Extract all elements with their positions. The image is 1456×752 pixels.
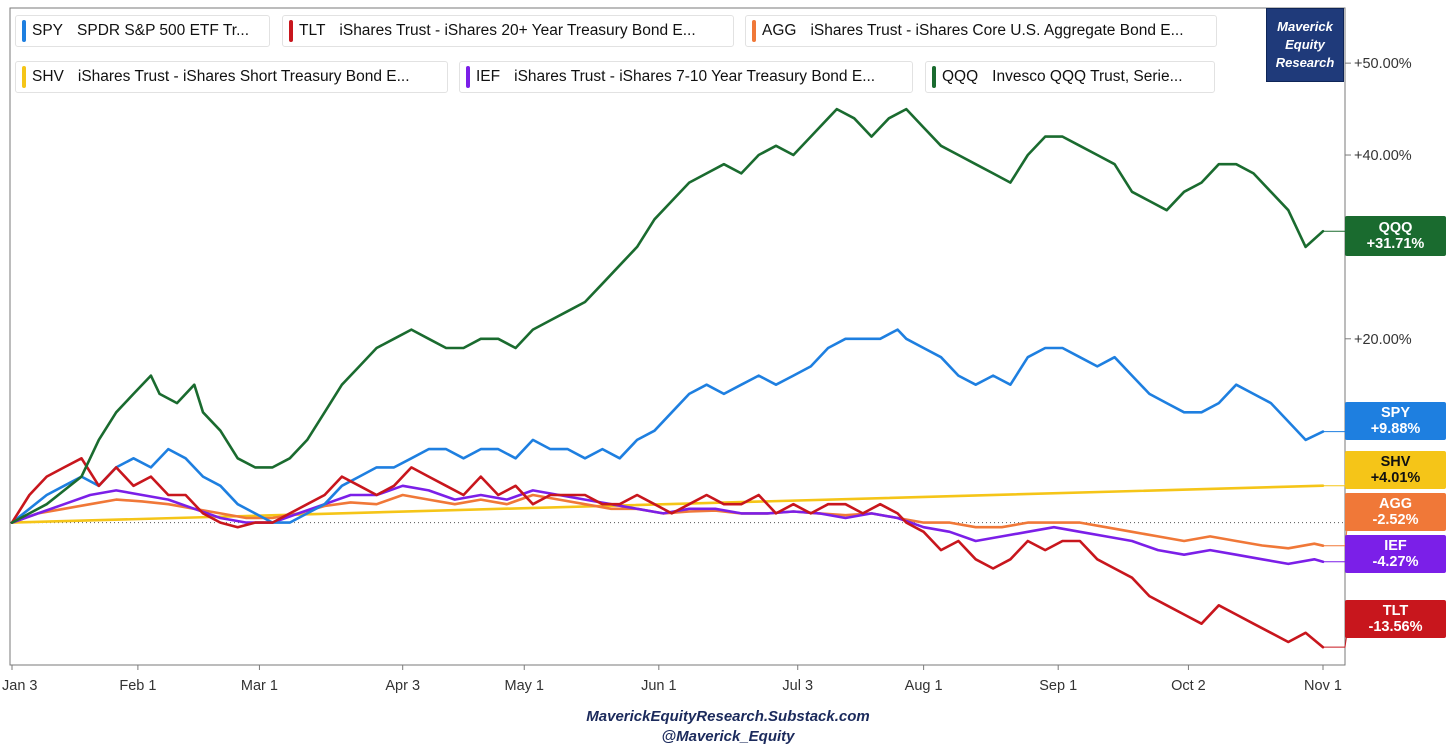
- end-label-symbol: QQQ: [1378, 220, 1413, 236]
- x-tick-label: Oct 2: [1171, 678, 1206, 694]
- end-label-value: -2.52%: [1372, 512, 1419, 528]
- legend-name: iShares Trust - iShares 20+ Year Treasur…: [339, 22, 696, 39]
- plot-frame: [9, 7, 1346, 666]
- legend-item-tlt[interactable]: TLT iShares Trust - iShares 20+ Year Trea…: [282, 15, 734, 47]
- legend-symbol: AGG: [762, 22, 797, 39]
- x-tick-label: Feb 1: [119, 678, 156, 694]
- x-tick-label: Sep 1: [1039, 678, 1077, 694]
- x-tick-label: Nov 1: [1304, 678, 1342, 694]
- legend-swatch: [752, 20, 756, 42]
- y-tick-label: +40.00%: [1354, 148, 1412, 164]
- end-label-value: -13.56%: [1368, 619, 1423, 635]
- logo-line-3: Research: [1275, 55, 1335, 70]
- end-label-symbol: SHV: [1380, 454, 1411, 470]
- legend-symbol: SPY: [32, 22, 64, 39]
- x-axis: Jan 3 Feb 1 Mar 1 Apr 3 May 1 Jun 1 Jul 3 Aug 1…: [2, 665, 1342, 694]
- x-tick-label: Jul 3: [782, 678, 813, 694]
- legend-symbol: QQQ: [942, 68, 979, 85]
- series-line-qqq: [10, 107, 1325, 524]
- end-label-symbol: IEF: [1384, 538, 1407, 554]
- legend-name: SPDR S&P 500 ETF Tr...: [77, 22, 250, 39]
- legend-swatch: [466, 66, 470, 88]
- end-label-symbol: SPY: [1380, 405, 1410, 421]
- series-line-ief: [10, 484, 1325, 566]
- legend-name: iShares Trust - iShares Core U.S. Aggreg…: [810, 22, 1184, 39]
- end-label-symbol: TLT: [1382, 603, 1409, 619]
- end-label-value: -4.27%: [1372, 554, 1419, 570]
- x-tick-label: Apr 3: [385, 678, 420, 694]
- x-tick-label: Jan 3: [2, 678, 37, 694]
- x-tick-label: May 1: [504, 678, 544, 694]
- footer-website[interactable]: MaverickEquityResearch.Substack.com: [586, 708, 870, 725]
- legend-swatch: [932, 66, 936, 88]
- legend-symbol: IEF: [476, 68, 501, 85]
- brand-logo: Maverick Equity Research: [1266, 8, 1344, 82]
- legend-item-spy[interactable]: SPY SPDR S&P 500 ETF Tr...: [15, 15, 270, 47]
- legend-item-qqq[interactable]: QQQ Invesco QQQ Trust, Serie...: [925, 61, 1215, 93]
- end-label-agg: AGG -2.52%: [1345, 493, 1446, 531]
- end-label-shv: SHV +4.01%: [1345, 451, 1446, 489]
- legend-swatch: [289, 20, 293, 42]
- plot-border: [9, 7, 1346, 666]
- x-tick-label: Mar 1: [241, 678, 278, 694]
- logo-line-1: Maverick: [1277, 19, 1333, 34]
- legend-name: iShares Trust - iShares Short Treasury B…: [77, 68, 410, 85]
- end-label-symbol: AGG: [1378, 496, 1413, 512]
- end-label-tlt: TLT -13.56%: [1345, 600, 1446, 638]
- x-tick-label: Jun 1: [641, 678, 676, 694]
- legend-name: iShares Trust - iShares 7-10 Year Treasu…: [514, 68, 876, 85]
- series-layer: [10, 107, 1351, 649]
- end-label-qqq: QQQ +31.71%: [1345, 216, 1446, 256]
- legend-swatch: [22, 66, 26, 88]
- legend-item-agg[interactable]: AGG iShares Trust - iShares Core U.S. Agg…: [745, 15, 1217, 47]
- series-line-tlt: [10, 456, 1325, 649]
- legend-symbol: SHV: [32, 68, 64, 85]
- end-label-spy: SPY +9.88%: [1345, 402, 1446, 440]
- end-label-ief: IEF -4.27%: [1345, 535, 1446, 573]
- series-line-spy: [10, 328, 1325, 524]
- footer-handle[interactable]: @Maverick_Equity: [661, 728, 795, 745]
- legend-name: Invesco QQQ Trust, Serie...: [992, 68, 1183, 85]
- x-tick-label: Aug 1: [905, 678, 943, 694]
- end-label-value: +4.01%: [1370, 470, 1421, 486]
- legend-symbol: TLT: [299, 22, 326, 39]
- legend-item-shv[interactable]: SHV iShares Trust - iShares Short Treasur…: [15, 61, 448, 93]
- end-label-value: +31.71%: [1366, 236, 1425, 252]
- legend-item-ief[interactable]: IEF iShares Trust - iShares 7-10 Year Tre…: [459, 61, 913, 93]
- end-label-value: +9.88%: [1370, 421, 1421, 437]
- logo-line-2: Equity: [1285, 37, 1325, 52]
- legend-swatch: [22, 20, 26, 42]
- y-tick-label: +50.00%: [1354, 56, 1412, 72]
- y-tick-label: +20.00%: [1354, 332, 1412, 348]
